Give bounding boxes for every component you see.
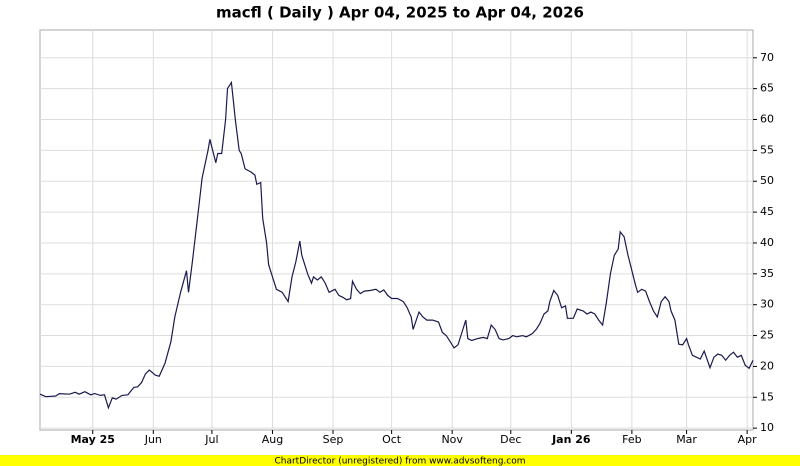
- x-tick-label: Apr: [738, 433, 758, 446]
- y-tick-label: 10: [760, 421, 774, 434]
- x-tick-label: Aug: [262, 433, 283, 446]
- y-tick-label: 15: [760, 390, 774, 403]
- y-tick-label: 45: [760, 205, 774, 218]
- x-tick-label: Dec: [500, 433, 521, 446]
- y-tick-label: 70: [760, 51, 774, 64]
- x-tick-label: May 25: [71, 433, 115, 446]
- x-tick-label: Mar: [676, 433, 697, 446]
- y-tick-label: 40: [760, 236, 774, 249]
- chart-title: macfl ( Daily ) Apr 04, 2025 to Apr 04, …: [216, 4, 584, 22]
- footer: ChartDirector (unregistered) from www.ad…: [274, 457, 525, 466]
- y-tick-label: 55: [760, 143, 774, 156]
- x-tick-label: Nov: [441, 433, 463, 446]
- y-tick-label: 30: [760, 298, 774, 311]
- line-series: [39, 80, 754, 410]
- y-tick-label: 20: [760, 359, 774, 372]
- x-tick-label: Feb: [622, 433, 641, 446]
- x-tick-label: Oct: [382, 433, 402, 446]
- plot-area: [39, 29, 754, 431]
- y-tick-label: 50: [760, 174, 774, 187]
- footer-bar: [0, 455, 800, 466]
- x-tick-label: Sep: [323, 433, 344, 446]
- y-tick-label: 65: [760, 82, 774, 95]
- y-tick-label: 25: [760, 329, 774, 342]
- x-tick-label: Jun: [144, 433, 162, 446]
- y-tick-label: 60: [760, 113, 774, 126]
- x-tick-label: Jan 26: [551, 433, 591, 446]
- y-tick-label: 35: [760, 267, 774, 280]
- x-tick-label: Jul: [204, 433, 218, 446]
